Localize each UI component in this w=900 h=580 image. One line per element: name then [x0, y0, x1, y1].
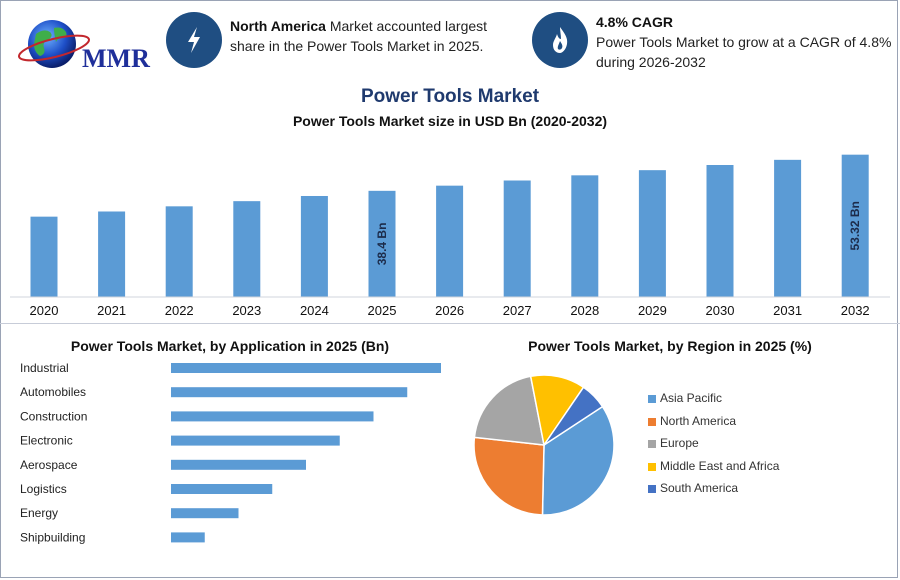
legend-label: Europe: [660, 436, 699, 450]
tick-label-2032: 2032: [841, 303, 870, 318]
flame-icon: [532, 12, 588, 68]
legend-swatch: [648, 417, 656, 426]
bar-2029: [638, 170, 666, 297]
pie-slice-europe: [473, 375, 545, 446]
main-title: Power Tools Market: [360, 86, 540, 107]
legend-swatch: [648, 462, 656, 471]
hbar-label-shipbuilding: Shipbuilding: [20, 530, 85, 544]
bar-2021: [98, 211, 126, 297]
app-chart-title: Power Tools Market, by Application in 20…: [70, 338, 390, 354]
tick-label-2024: 2024: [300, 303, 329, 318]
legend-swatch: [648, 485, 656, 493]
info1-line2: share in the Power Tools Market in 2025.: [230, 38, 484, 54]
info2-line2: during 2026-2032: [596, 54, 706, 70]
bar-2024: [300, 195, 328, 297]
info-north-america: North America Market accounted largest s…: [230, 16, 520, 56]
logo-text: MMR: [82, 44, 150, 73]
hbar-label-automobiles: Automobiles: [20, 385, 86, 399]
info-cagr: 4.8% CAGR Power Tools Market to grow at …: [596, 12, 892, 72]
hbar-industrial: [171, 363, 441, 373]
tick-label-2027: 2027: [503, 303, 532, 318]
bar-2023: [233, 201, 261, 297]
bar-2025: [368, 190, 396, 297]
globe-icon: [18, 20, 90, 68]
bar-2020: [30, 216, 58, 297]
info2-bold: 4.8% CAGR: [596, 14, 674, 30]
tick-label-2022: 2022: [165, 303, 194, 318]
hbar-label-logistics: Logistics: [20, 482, 67, 496]
section-divider: [0, 323, 900, 324]
data-label-2032: 53.32 Bn: [848, 201, 862, 250]
bar-2022: [165, 206, 193, 297]
hbar-energy: [171, 508, 239, 519]
tick-label-2020: 2020: [30, 303, 59, 318]
mmr-logo: MMR: [14, 14, 150, 78]
hbar-logistics: [171, 484, 273, 494]
hbar-label-aerospace: Aerospace: [20, 458, 78, 472]
bar-chart-title: Power Tools Market size in USD Bn (2020-…: [292, 113, 608, 129]
hbar-electronic: [171, 435, 340, 446]
tick-label-2029: 2029: [638, 303, 667, 318]
tick-label-2021: 2021: [97, 303, 126, 318]
pie-slice-north-america: [473, 436, 545, 516]
hbar-construction: [171, 411, 374, 422]
hbar-aerospace: [171, 459, 306, 470]
info2-line1: Power Tools Market to grow at a CAGR of …: [596, 34, 892, 50]
bar-2032: [841, 154, 869, 297]
legend-swatch: [648, 440, 656, 448]
bar-2031: [774, 159, 802, 297]
legend-label: South America: [660, 481, 739, 495]
hbar-shipbuilding: [171, 532, 205, 543]
tick-label-2031: 2031: [773, 303, 802, 318]
bar-2030: [706, 165, 734, 297]
data-label-2025: 38.4 Bn: [375, 223, 389, 266]
tick-label-2025: 2025: [368, 303, 397, 318]
legend-label: Asia Pacific: [660, 391, 723, 405]
legend-label: North America: [660, 413, 737, 428]
info1-bold: North America: [230, 18, 326, 34]
bar-2026: [436, 185, 464, 297]
hbar-label-construction: Construction: [20, 409, 87, 423]
tick-label-2023: 2023: [232, 303, 261, 318]
hbar-label-electronic: Electronic: [20, 434, 73, 448]
pie-chart-title: Power Tools Market, by Region in 2025 (%…: [528, 338, 812, 354]
tick-label-2030: 2030: [706, 303, 735, 318]
tick-label-2028: 2028: [570, 303, 599, 318]
lightning-icon: [166, 12, 222, 68]
pie-slice-south-america: [543, 386, 604, 446]
legend-label: Middle East and Africa: [660, 458, 780, 473]
pie-slice-asia-pacific: [541, 405, 615, 516]
hbar-label-energy: Energy: [20, 506, 58, 520]
legend-swatch: [648, 395, 656, 403]
tick-label-2026: 2026: [435, 303, 464, 318]
info1-line1: Market accounted largest: [325, 18, 488, 34]
hbar-automobiles: [171, 387, 408, 398]
bar-2027: [503, 180, 531, 297]
hbar-label-industrial: Industrial: [20, 361, 69, 375]
bar-2028: [571, 175, 599, 297]
